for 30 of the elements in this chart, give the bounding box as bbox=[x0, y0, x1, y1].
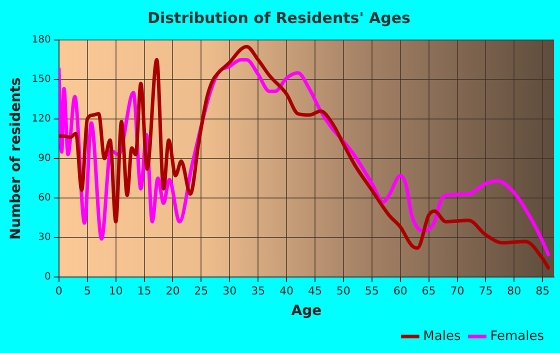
x-tick-label: 50 bbox=[336, 284, 350, 298]
x-tick-label: 15 bbox=[137, 284, 152, 298]
x-axis-title: Age bbox=[291, 303, 322, 320]
x-tick-label: 65 bbox=[422, 284, 436, 298]
y-tick-label: 90 bbox=[38, 153, 51, 164]
chart-title: Distribution of Residents' Ages bbox=[148, 8, 411, 27]
x-tick-label: 85 bbox=[536, 284, 550, 298]
x-tick-label: 75 bbox=[478, 284, 493, 298]
x-tick-label: 45 bbox=[308, 284, 322, 298]
x-tick-label: 60 bbox=[393, 284, 408, 298]
y-tick-label: 180 bbox=[32, 34, 51, 46]
y-tick-label: 120 bbox=[32, 114, 51, 125]
legend-label: Females bbox=[490, 328, 544, 344]
x-tick-label: 70 bbox=[450, 284, 464, 298]
x-tick-label: 20 bbox=[166, 284, 180, 298]
x-tick-label: 55 bbox=[364, 284, 379, 298]
y-tick-label: 0 bbox=[44, 272, 51, 283]
x-tick-label: 25 bbox=[194, 284, 208, 298]
x-tick-label: 10 bbox=[108, 284, 123, 298]
y-axis-title: Number of residents bbox=[8, 77, 24, 240]
x-tick-label: 40 bbox=[280, 284, 294, 298]
x-tick-label: 30 bbox=[222, 284, 237, 298]
x-tick-label: 5 bbox=[84, 284, 91, 298]
x-tick-label: 35 bbox=[251, 284, 266, 298]
y-tick-label: 60 bbox=[38, 192, 51, 204]
y-tick-label: 150 bbox=[32, 74, 51, 86]
x-tick-label: 80 bbox=[507, 284, 522, 298]
legend-label: Males bbox=[423, 328, 461, 344]
y-tick-label: 30 bbox=[38, 232, 51, 244]
x-tick-label: 0 bbox=[55, 284, 62, 298]
